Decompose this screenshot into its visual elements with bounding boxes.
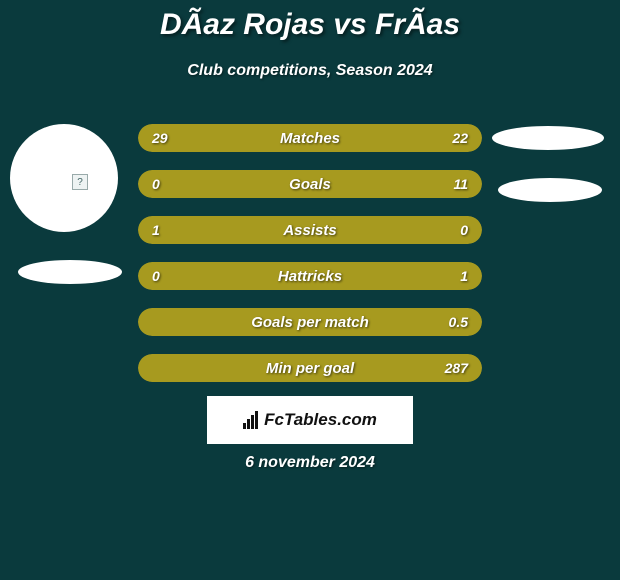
avatar-right-ellipse-1 xyxy=(492,126,604,150)
footer-date: 6 november 2024 xyxy=(0,454,620,472)
stat-value-left: 0 xyxy=(152,262,160,290)
comparison-rows: Matches2922Goals011Assists10Hattricks01G… xyxy=(138,124,482,400)
branding-bars-icon xyxy=(243,411,258,429)
page-title: DÃ­az Rojas vs FrÃ­as xyxy=(0,8,620,42)
stat-label: Min per goal xyxy=(138,354,482,382)
avatar-left: ? xyxy=(10,124,118,232)
stat-label: Goals per match xyxy=(138,308,482,336)
stat-value-left: 29 xyxy=(152,124,168,152)
stat-row: Goals0 11 xyxy=(138,170,482,198)
stat-row: Goals per match0.5 xyxy=(138,308,482,336)
stat-row: Min per goal287 xyxy=(138,354,482,382)
stat-label: Matches xyxy=(138,124,482,152)
stat-value-right: 22 xyxy=(452,124,468,152)
avatar-right-ellipse-2 xyxy=(498,178,602,202)
stat-value-right: 0 xyxy=(460,216,468,244)
stat-row: Assists1 0 xyxy=(138,216,482,244)
page-subtitle: Club competitions, Season 2024 xyxy=(0,62,620,80)
stat-value-right: 1 xyxy=(460,262,468,290)
branding-text: FcTables.com xyxy=(264,410,377,430)
stat-value-left: 1 xyxy=(152,216,160,244)
stat-row: Matches29 22 xyxy=(138,124,482,152)
branding-badge: FcTables.com xyxy=(207,396,413,444)
stat-value-right: 287 xyxy=(445,354,468,382)
stat-row: Hattricks0 1 xyxy=(138,262,482,290)
image-placeholder-icon: ? xyxy=(72,174,88,190)
stat-value-right: 11 xyxy=(453,170,468,198)
avatar-left-shadow xyxy=(18,260,122,284)
stat-label: Hattricks xyxy=(138,262,482,290)
stat-value-right: 0.5 xyxy=(449,308,468,336)
stat-label: Assists xyxy=(138,216,482,244)
stat-value-left: 0 xyxy=(152,170,160,198)
stat-label: Goals xyxy=(138,170,482,198)
